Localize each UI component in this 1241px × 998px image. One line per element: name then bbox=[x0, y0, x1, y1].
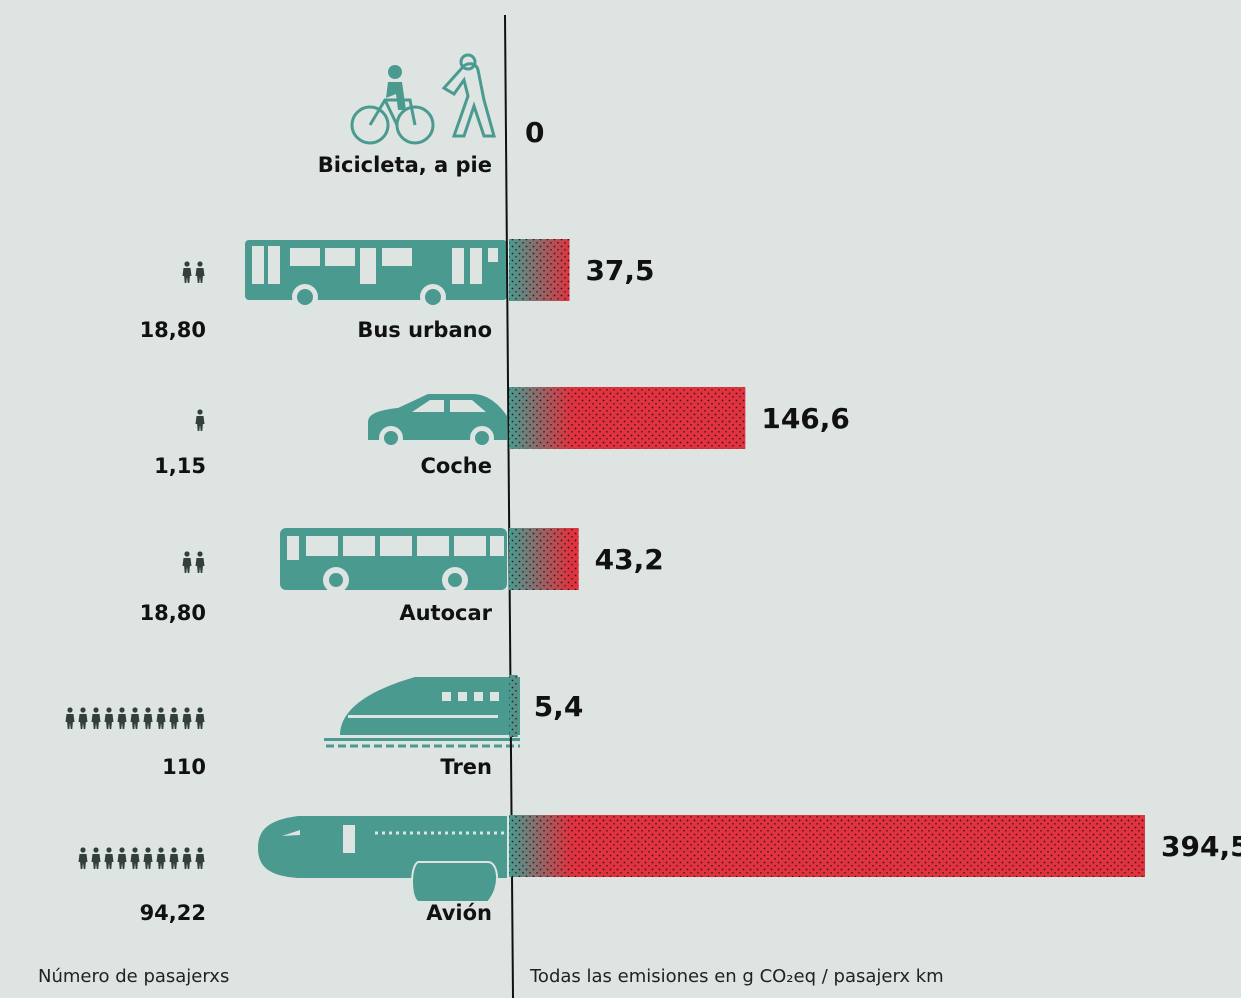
category-label: Autocar bbox=[399, 601, 492, 625]
bar-texture bbox=[509, 815, 1145, 877]
value-axis-label: Todas las emisiones en g CO₂eq / pasajer… bbox=[529, 966, 944, 987]
value-label: 5,4 bbox=[534, 690, 584, 723]
value-label: 146,6 bbox=[761, 402, 850, 435]
category-label: Bus urbano bbox=[357, 318, 492, 342]
category-label: Coche bbox=[421, 454, 492, 478]
category-label: Bicicleta, a pie bbox=[318, 153, 492, 177]
passenger-label: 94,22 bbox=[140, 901, 206, 925]
bar-texture bbox=[509, 387, 745, 449]
chart: Número de pasajerxs Todas las emisiones … bbox=[0, 0, 1241, 998]
value-label: 37,5 bbox=[585, 254, 654, 287]
bar-texture bbox=[509, 528, 579, 590]
bar-texture bbox=[509, 675, 518, 737]
passenger-label: 18,80 bbox=[140, 318, 206, 342]
passenger-label: 1,15 bbox=[154, 454, 206, 478]
bar-texture bbox=[509, 239, 569, 301]
passenger-label: 18,80 bbox=[140, 601, 206, 625]
value-label: 43,2 bbox=[595, 543, 664, 576]
value-label: 394,5 bbox=[1161, 830, 1241, 863]
category-label: Avión bbox=[426, 901, 492, 925]
value-label: 0 bbox=[525, 116, 544, 149]
passengers-label: Número de pasajerxs bbox=[38, 966, 229, 987]
passenger-label: 110 bbox=[162, 755, 206, 779]
category-label: Tren bbox=[440, 755, 492, 779]
